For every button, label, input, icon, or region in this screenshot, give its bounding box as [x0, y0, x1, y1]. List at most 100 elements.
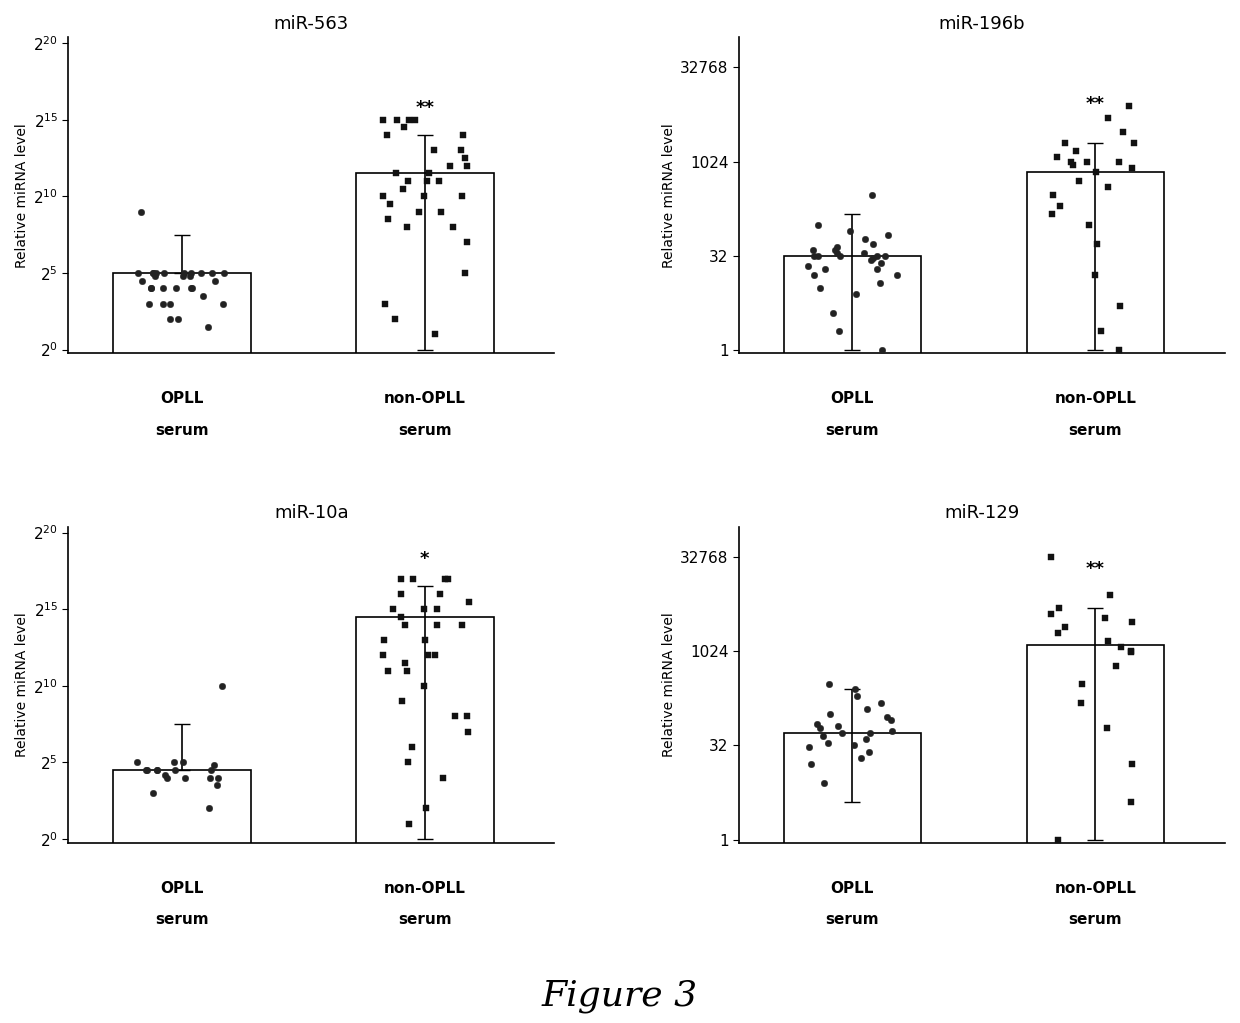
Point	[396, 655, 415, 671]
Point	[174, 265, 193, 281]
Point	[165, 762, 185, 779]
Point	[832, 725, 852, 742]
Point	[804, 241, 823, 258]
Text: *: *	[420, 549, 429, 568]
Point	[404, 112, 424, 128]
Bar	[356, 617, 494, 1023]
Point	[146, 265, 166, 281]
Point	[154, 265, 174, 281]
Point	[1078, 154, 1097, 171]
Point	[181, 280, 201, 297]
Point	[801, 756, 821, 772]
Point	[804, 267, 823, 283]
Point	[391, 609, 410, 625]
Point	[417, 800, 436, 816]
Bar	[1027, 172, 1164, 1023]
Point	[172, 754, 192, 770]
Point	[392, 693, 412, 709]
Y-axis label: Relative miRNA level: Relative miRNA level	[662, 613, 676, 757]
Point	[191, 265, 211, 281]
Point	[1069, 173, 1089, 189]
Point	[145, 268, 165, 284]
Point	[1097, 179, 1117, 195]
Point	[1071, 676, 1091, 693]
Text: non-OPLL: non-OPLL	[384, 881, 466, 895]
Point	[1040, 606, 1060, 622]
Point	[399, 112, 419, 128]
Point	[403, 739, 423, 755]
Point	[458, 234, 477, 251]
Bar	[356, 173, 494, 1023]
Text: OPLL: OPLL	[831, 391, 874, 406]
Point	[427, 617, 446, 633]
Point	[140, 280, 160, 297]
Point	[1106, 658, 1126, 674]
Point	[808, 217, 828, 233]
Text: serum: serum	[398, 422, 451, 438]
Point	[167, 311, 187, 327]
Point	[799, 739, 818, 755]
Text: **: **	[1086, 560, 1105, 578]
Point	[414, 677, 434, 694]
Point	[144, 785, 164, 801]
Point	[827, 238, 847, 255]
Bar	[113, 273, 250, 1023]
Point	[138, 762, 157, 779]
Text: Figure 3: Figure 3	[542, 979, 698, 1013]
Text: serum: serum	[1069, 422, 1122, 438]
Point	[435, 571, 455, 587]
Point	[804, 248, 823, 264]
Point	[445, 708, 465, 724]
Point	[1095, 610, 1115, 626]
Point	[372, 188, 392, 205]
Point	[155, 766, 175, 783]
Point	[398, 754, 418, 770]
Point	[813, 728, 833, 745]
Point	[181, 265, 201, 281]
Text: serum: serum	[826, 422, 879, 438]
Point	[397, 662, 417, 678]
Point	[872, 696, 892, 712]
Point	[455, 149, 475, 166]
Point	[136, 762, 156, 779]
Y-axis label: Relative miRNA level: Relative miRNA level	[15, 613, 29, 757]
Point	[1091, 323, 1111, 340]
Point	[851, 750, 870, 766]
Point	[815, 261, 835, 277]
Point	[433, 769, 453, 786]
Point	[867, 261, 887, 277]
Text: non-OPLL: non-OPLL	[1054, 881, 1136, 895]
Point	[443, 219, 463, 235]
Point	[863, 235, 883, 252]
Point	[1109, 342, 1128, 358]
Point	[207, 777, 227, 794]
Point	[165, 754, 185, 770]
Point	[1048, 625, 1068, 641]
Text: serum: serum	[155, 422, 208, 438]
Title: miR-129: miR-129	[945, 504, 1019, 523]
Text: OPLL: OPLL	[831, 881, 874, 895]
Point	[817, 735, 837, 751]
Y-axis label: Relative miRNA level: Relative miRNA level	[662, 123, 676, 268]
Point	[826, 241, 846, 258]
Text: non-OPLL: non-OPLL	[1054, 391, 1136, 406]
Point	[872, 342, 892, 358]
Point	[1121, 794, 1141, 810]
Point	[166, 280, 186, 297]
Point	[139, 296, 159, 312]
Point	[213, 296, 233, 312]
Point	[1085, 267, 1105, 283]
Point	[1049, 599, 1069, 616]
Point	[797, 258, 817, 274]
Point	[858, 744, 878, 760]
Title: miR-563: miR-563	[274, 15, 348, 33]
Text: non-OPLL: non-OPLL	[384, 391, 466, 406]
Point	[839, 223, 859, 239]
Point	[424, 326, 444, 343]
Point	[1097, 720, 1117, 737]
Point	[830, 323, 849, 340]
Point	[1122, 756, 1142, 772]
Point	[128, 754, 148, 770]
Point	[414, 188, 434, 205]
Point	[1120, 97, 1140, 114]
